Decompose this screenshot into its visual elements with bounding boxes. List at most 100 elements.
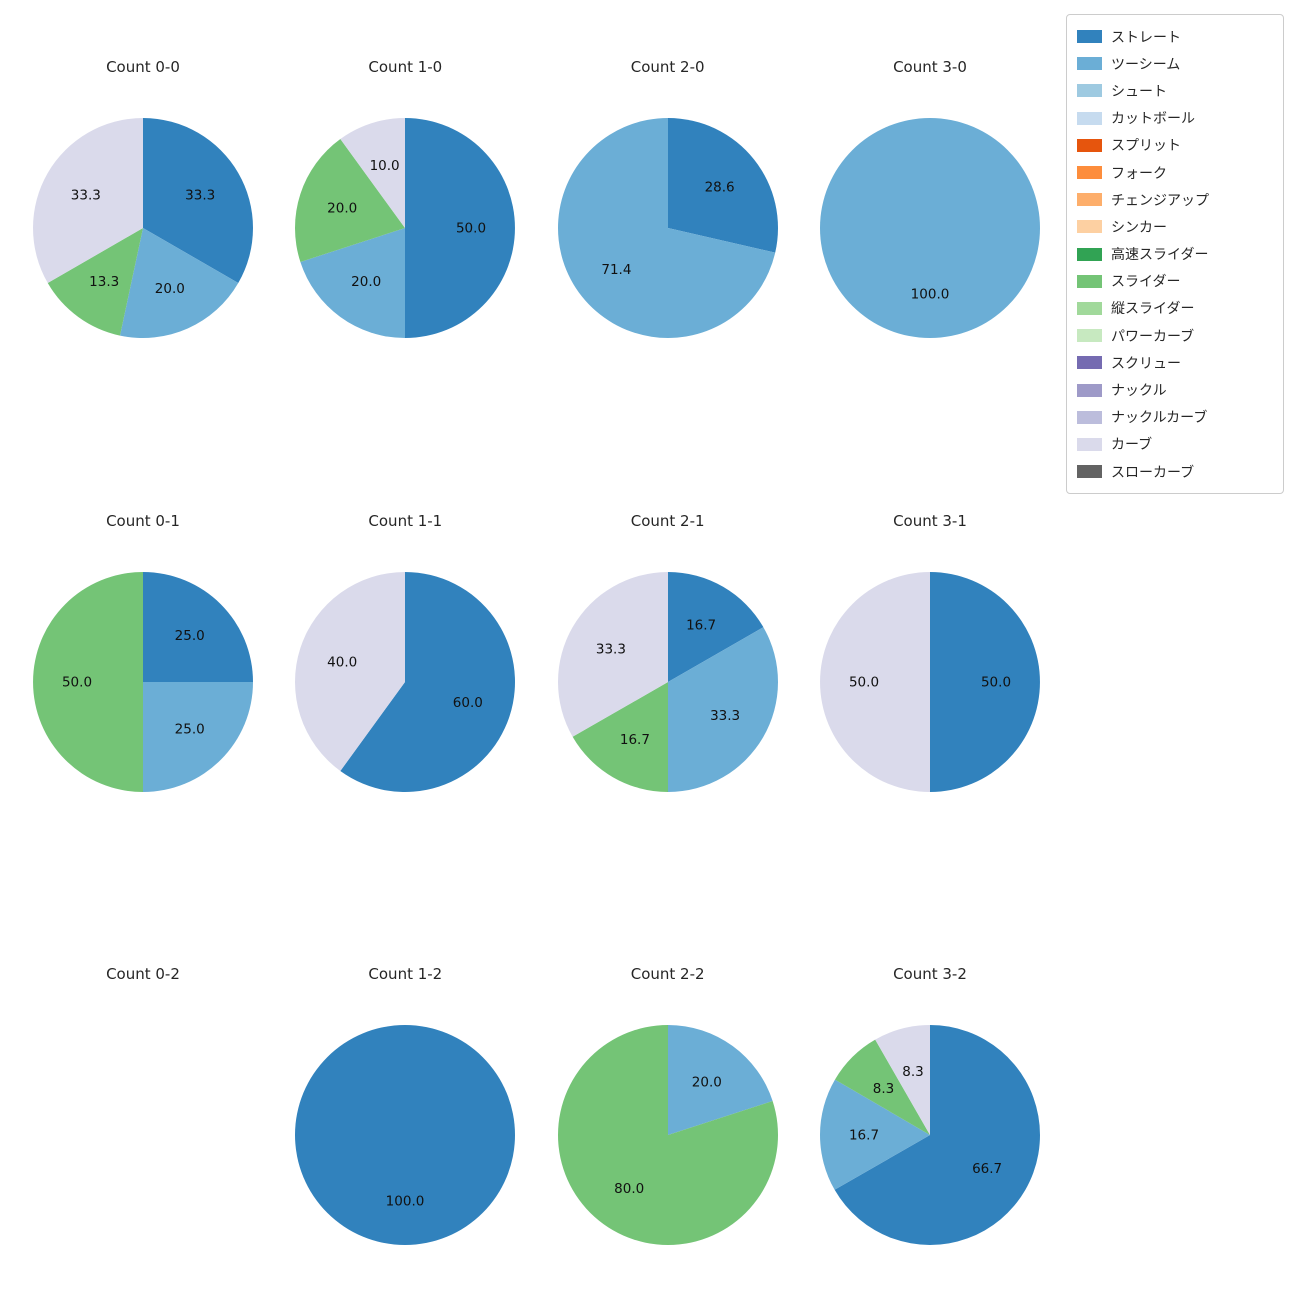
pie-slice [572, 681, 668, 792]
legend-swatch [1077, 57, 1102, 71]
legend-item: ストレート [1077, 23, 1273, 50]
legend-item: カットボール [1077, 105, 1273, 132]
slice-label: 100.0 [386, 1194, 425, 1210]
legend-swatch [1077, 220, 1102, 234]
legend-swatch [1077, 84, 1102, 98]
pie-chart: 50.0 20.0 20.0 10.0 [295, 118, 516, 338]
pie-slice [875, 1025, 930, 1135]
pie-slice [340, 571, 516, 792]
legend-item: チェンジアップ [1077, 186, 1273, 213]
pie-chart: 28.6 71.4 [557, 118, 778, 338]
slice-label: 16.7 [686, 617, 716, 633]
legend-label: ストレート [1111, 29, 1181, 46]
slice-label: 16.7 [620, 731, 650, 747]
slice-label: 33.3 [596, 641, 626, 657]
slice-label: 60.0 [453, 695, 483, 711]
legend-label: スライダー [1111, 274, 1181, 291]
chart-title: Count 3-1 [893, 511, 967, 530]
legend-item: パワーカーブ [1077, 322, 1273, 349]
pie-chart: 66.7 16.7 8.3 8.3 [819, 1025, 1040, 1245]
legend-swatch [1077, 193, 1102, 207]
pie-slice [143, 681, 253, 792]
legend-swatch [1077, 274, 1102, 288]
chart-title: Count 0-1 [106, 511, 180, 530]
slice-label: 20.0 [351, 274, 381, 290]
pie-chart: 16.7 33.3 16.7 33.3 [557, 571, 778, 792]
pie-slice [557, 118, 775, 338]
legend-swatch [1077, 111, 1102, 125]
pie-slice [143, 571, 253, 682]
legend-label: シンカー [1111, 219, 1167, 236]
chart-title: Count 2-2 [630, 965, 705, 983]
chart-title: Count 1-2 [368, 965, 443, 983]
pie-slice [119, 228, 239, 339]
slice-label: 40.0 [327, 654, 357, 670]
pie-slice [834, 1039, 930, 1135]
slice-label: 25.0 [175, 721, 205, 737]
slice-label: 25.0 [175, 628, 205, 644]
legend-label: 縦スライダー [1111, 301, 1195, 318]
legend-item: ナックル [1077, 376, 1273, 403]
legend-swatch [1077, 437, 1102, 451]
slice-label: 20.0 [327, 200, 357, 216]
slice-label: 50.0 [62, 674, 92, 690]
legend-item: シンカー [1077, 213, 1273, 240]
slice-label: 33.3 [71, 188, 101, 204]
legend-item: フォーク [1077, 159, 1273, 186]
pie-chart: 100.0 [819, 118, 1040, 338]
legend-swatch [1077, 166, 1102, 180]
slice-label: 8.3 [873, 1081, 894, 1097]
pie-slice [820, 571, 930, 792]
pie-slice [295, 1025, 516, 1245]
legend-label: ナックルカーブ [1111, 410, 1208, 427]
slice-label: 8.3 [902, 1064, 923, 1080]
slice-label: 10.0 [370, 158, 400, 174]
slice-label: 13.3 [89, 274, 119, 290]
chart-title: Count 3-0 [893, 58, 967, 76]
legend-swatch [1077, 410, 1102, 424]
pie-slice [33, 571, 143, 792]
chart-title: Count 0-0 [106, 58, 180, 76]
pie-slice [405, 118, 516, 338]
legend-label: ナックル [1111, 383, 1167, 400]
pie-chart: 100.0 [295, 1025, 516, 1245]
pie-slice [143, 118, 253, 283]
pie-slice [819, 1079, 930, 1190]
pie-slice [834, 1025, 1040, 1245]
legend-swatch [1077, 301, 1102, 315]
legend-label: ツーシーム [1111, 56, 1181, 73]
pie-slice [300, 228, 406, 338]
chart-title: Count 2-1 [630, 511, 705, 530]
chart-title: Count 3-2 [893, 965, 967, 983]
pie-slice [667, 1025, 773, 1135]
chart-title: Count 0-2 [106, 965, 180, 983]
legend-item: スライダー [1077, 268, 1273, 295]
legend-swatch [1077, 247, 1102, 261]
legend-label: カーブ [1111, 437, 1153, 454]
legend-item: シュート [1077, 77, 1273, 104]
pie-slice [819, 118, 1040, 338]
legend-swatch [1077, 138, 1102, 152]
slice-label: 33.3 [710, 707, 740, 723]
pie-slice [667, 118, 778, 253]
legend-item: 高速スライダー [1077, 241, 1273, 268]
slice-label: 16.7 [849, 1128, 879, 1144]
slice-label: 20.0 [691, 1074, 721, 1090]
legend-label: カットボール [1111, 111, 1195, 128]
slice-label: 100.0 [911, 287, 950, 303]
slice-label: 33.3 [185, 188, 215, 204]
pie-chart: 20.0 80.0 [557, 1025, 778, 1245]
chart-title: Count 1-1 [368, 511, 443, 530]
legend-label: チェンジアップ [1111, 192, 1209, 209]
pie-slice [557, 571, 668, 737]
chart-title: Count 1-0 [368, 58, 443, 76]
legend-label: シュート [1111, 83, 1167, 100]
legend-label: スローカーブ [1111, 464, 1195, 481]
slice-label: 20.0 [155, 281, 185, 297]
legend-swatch [1077, 465, 1102, 479]
legend: ストレート ツーシーム シュート カットボール スプリット フォーク チェンジアップ シンカー… [1066, 14, 1284, 495]
legend-swatch [1077, 383, 1102, 397]
pie-slice [33, 118, 144, 283]
slice-label: 66.7 [972, 1161, 1002, 1177]
slice-label: 80.0 [614, 1181, 644, 1197]
